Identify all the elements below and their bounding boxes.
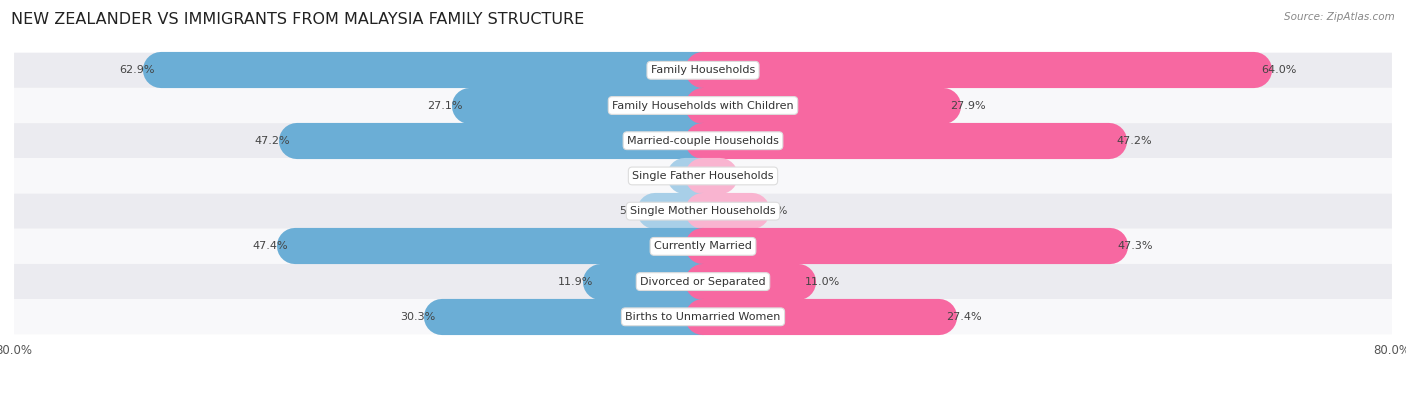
Text: 27.1%: 27.1% [427, 100, 463, 111]
Text: 62.9%: 62.9% [120, 65, 155, 75]
Text: Married-couple Households: Married-couple Households [627, 136, 779, 146]
Text: Divorced or Separated: Divorced or Separated [640, 276, 766, 287]
Legend: New Zealander, Immigrants from Malaysia: New Zealander, Immigrants from Malaysia [550, 393, 856, 395]
FancyBboxPatch shape [14, 194, 1392, 229]
Text: 47.2%: 47.2% [1116, 136, 1152, 146]
Text: 47.2%: 47.2% [254, 136, 290, 146]
FancyBboxPatch shape [14, 299, 1392, 335]
Text: 11.0%: 11.0% [804, 276, 839, 287]
Text: 2.0%: 2.0% [727, 171, 755, 181]
Text: Single Mother Households: Single Mother Households [630, 206, 776, 216]
Text: NEW ZEALANDER VS IMMIGRANTS FROM MALAYSIA FAMILY STRUCTURE: NEW ZEALANDER VS IMMIGRANTS FROM MALAYSI… [11, 12, 585, 27]
Text: Family Households with Children: Family Households with Children [612, 100, 794, 111]
Text: Family Households: Family Households [651, 65, 755, 75]
Text: 27.9%: 27.9% [950, 100, 986, 111]
Text: 5.7%: 5.7% [759, 206, 787, 216]
Text: Births to Unmarried Women: Births to Unmarried Women [626, 312, 780, 322]
Text: 30.3%: 30.3% [399, 312, 436, 322]
Text: 5.6%: 5.6% [620, 206, 648, 216]
FancyBboxPatch shape [14, 88, 1392, 123]
Text: 64.0%: 64.0% [1261, 65, 1296, 75]
Text: 2.1%: 2.1% [650, 171, 678, 181]
FancyBboxPatch shape [14, 264, 1392, 299]
Text: Source: ZipAtlas.com: Source: ZipAtlas.com [1284, 12, 1395, 22]
FancyBboxPatch shape [14, 158, 1392, 194]
Text: 47.4%: 47.4% [252, 241, 288, 251]
FancyBboxPatch shape [14, 123, 1392, 158]
FancyBboxPatch shape [14, 53, 1392, 88]
Text: Single Father Households: Single Father Households [633, 171, 773, 181]
FancyBboxPatch shape [14, 229, 1392, 264]
Text: 27.4%: 27.4% [946, 312, 981, 322]
Text: 11.9%: 11.9% [558, 276, 593, 287]
Text: 47.3%: 47.3% [1118, 241, 1153, 251]
Text: Currently Married: Currently Married [654, 241, 752, 251]
